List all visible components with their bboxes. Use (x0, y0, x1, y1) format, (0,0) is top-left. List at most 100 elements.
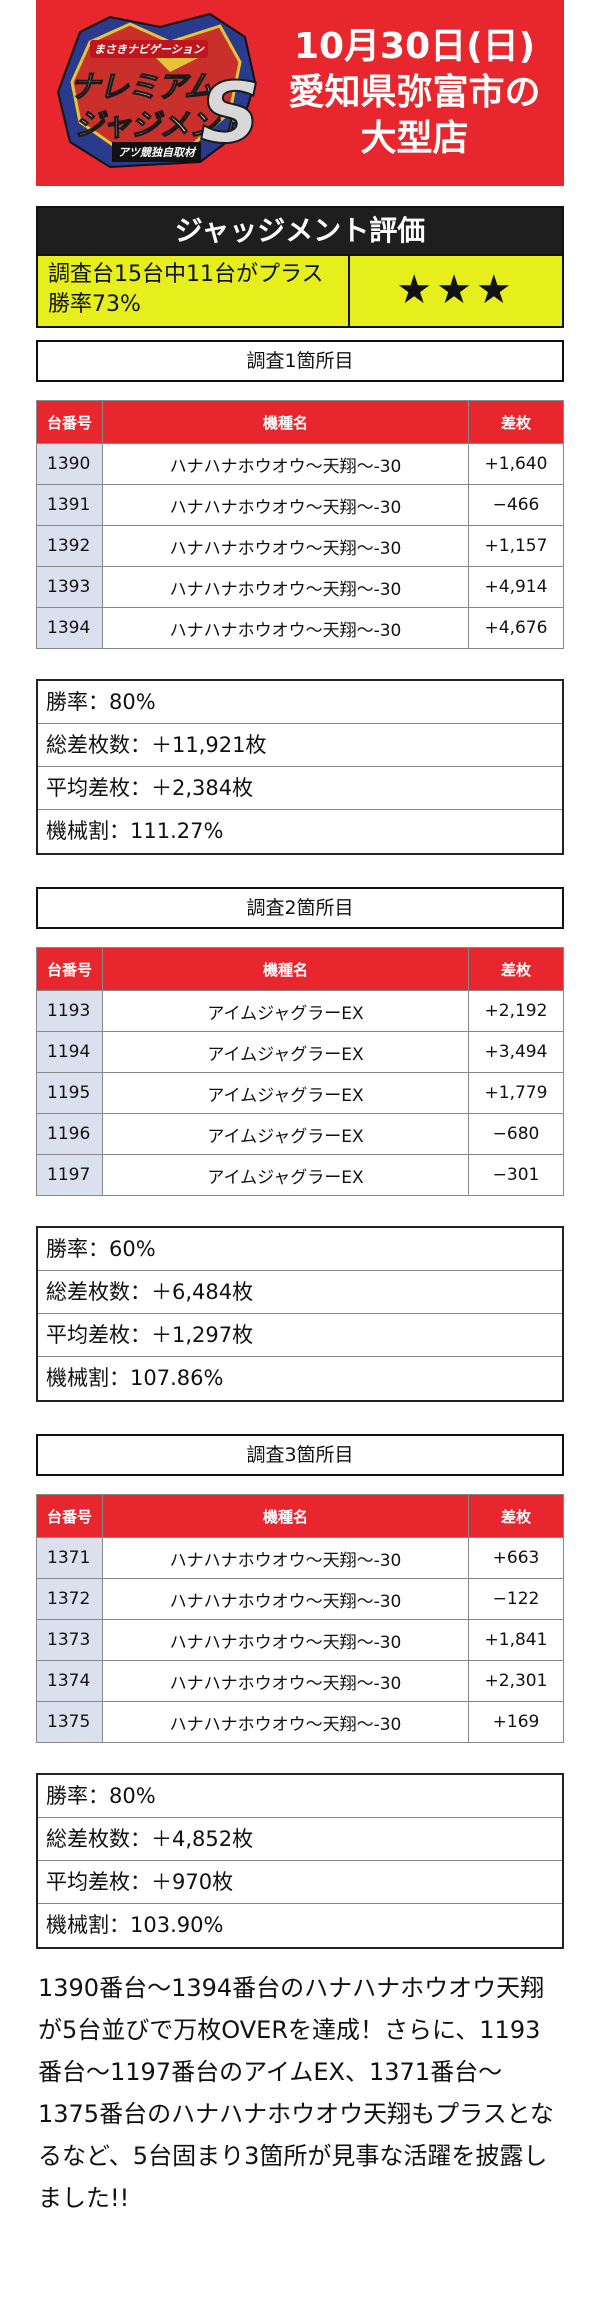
section-title: 調査3箇所目 (36, 1434, 564, 1476)
stat-total-diff: 総差枚数：＋11,921枚 (38, 724, 562, 767)
cell-diff: +1,841 (468, 1619, 564, 1661)
table-header-row: 台番号 機種名 差枚 (36, 400, 564, 444)
header-store: 大型店 (360, 118, 469, 159)
header-num: 台番号 (36, 1494, 103, 1538)
stat-avg-diff: 平均差枚：＋2,384枚 (38, 767, 562, 810)
stats-box: 勝率：80% 総差枚数：＋11,921枚 平均差枚：＋2,384枚 機械割：11… (36, 679, 564, 855)
cell-diff: −122 (468, 1578, 564, 1620)
cell-name: アイムジャグラーEX (102, 1072, 469, 1114)
cell-num: 1193 (36, 990, 103, 1032)
judgement-box: ジャッジメント評価 調査台15台中11台がプラス 勝率73% ★★★ (36, 206, 564, 328)
logo-text-line1: ナレミアム (69, 69, 214, 105)
judgement-title: ジャッジメント評価 (38, 208, 562, 254)
table-row: 1196 アイムジャグラーEX −680 (36, 1113, 564, 1155)
table-row: 1193 アイムジャグラーEX +2,192 (36, 990, 564, 1032)
data-table: 台番号 機種名 差枚 1193 アイムジャグラーEX +2,192 1194 アイムジ… (36, 947, 564, 1196)
header-num: 台番号 (36, 400, 103, 444)
cell-diff: +1,779 (468, 1072, 564, 1114)
table-row: 1393 ハナハナホウオウ〜天翔〜-30 +4,914 (36, 566, 564, 608)
cell-name: ハナハナホウオウ〜天翔〜-30 (102, 1578, 469, 1620)
header-banner: まさきナビゲーション ナレミアム ジャジメント S アツ競独自取材 10月30日… (36, 0, 564, 186)
stat-payout: 機械割：111.27% (46, 819, 224, 843)
header-diff: 差枚 (468, 1494, 564, 1538)
table-row: 1194 アイムジャグラーEX +3,494 (36, 1031, 564, 1073)
cell-diff: +1,640 (468, 443, 564, 485)
data-table: 台番号 機種名 差枚 1390 ハナハナホウオウ〜天翔〜-30 +1,640 139… (36, 400, 564, 649)
header-name: 機種名 (102, 400, 469, 444)
cell-diff: −680 (468, 1113, 564, 1155)
table-header-row: 台番号 機種名 差枚 (36, 1494, 564, 1538)
section-3: 調査3箇所目 台番号 機種名 差枚 1371 ハナハナホウオウ〜天翔〜-30 +66… (36, 1434, 564, 1949)
cell-num: 1375 (36, 1701, 103, 1743)
table-row: 1195 アイムジャグラーEX +1,779 (36, 1072, 564, 1114)
stat-total-diff: 総差枚数：＋6,484枚 (38, 1271, 562, 1314)
cell-num: 1194 (36, 1031, 103, 1073)
stat-win-rate: 勝率：80% (38, 1775, 562, 1818)
header-location: 愛知県弥富市の (288, 72, 541, 113)
cell-name: アイムジャグラーEX (102, 1113, 469, 1155)
cell-num: 1197 (36, 1154, 103, 1196)
cell-diff: +2,301 (468, 1660, 564, 1702)
table-row: 1373 ハナハナホウオウ〜天翔〜-30 +1,841 (36, 1619, 564, 1661)
stat-total-diff: 総差枚数：＋4,852枚 (38, 1818, 562, 1861)
cell-diff: +4,914 (468, 566, 564, 608)
cell-diff: +1,157 (468, 525, 564, 567)
table-row: 1374 ハナハナホウオウ〜天翔〜-30 +2,301 (36, 1660, 564, 1702)
cell-name: ハナハナホウオウ〜天翔〜-30 (102, 1660, 469, 1702)
cell-name: ハナハナホウオウ〜天翔〜-30 (102, 607, 469, 649)
section-title: 調査1箇所目 (36, 340, 564, 382)
table-row: 1394 ハナハナホウオウ〜天翔〜-30 +4,676 (36, 607, 564, 649)
stats-box: 勝率：60% 総差枚数：＋6,484枚 平均差枚：＋1,297枚 機械割：107… (36, 1226, 564, 1402)
cell-num: 1393 (36, 566, 103, 608)
cell-num: 1374 (36, 1660, 103, 1702)
data-table: 台番号 機種名 差枚 1371 ハナハナホウオウ〜天翔〜-30 +663 1372 ハ… (36, 1494, 564, 1743)
page: まさきナビゲーション ナレミアム ジャジメント S アツ競独自取材 10月30日… (36, 0, 564, 2212)
stat-payout: 機械割：107.86% (46, 1366, 224, 1390)
cell-name: アイムジャグラーEX (102, 990, 469, 1032)
cell-num: 1390 (36, 443, 103, 485)
cell-diff: −301 (468, 1154, 564, 1196)
cell-name: ハナハナホウオウ〜天翔〜-30 (102, 566, 469, 608)
table-row: 1390 ハナハナホウオウ〜天翔〜-30 +1,640 (36, 443, 564, 485)
logo-top-text: まさきナビゲーション (90, 40, 208, 58)
table-row: 1197 アイムジャグラーEX −301 (36, 1154, 564, 1196)
cell-num: 1371 (36, 1537, 103, 1579)
cell-num: 1373 (36, 1619, 103, 1661)
judgement-stars: ★★★ (350, 256, 562, 326)
cell-name: アイムジャグラーEX (102, 1031, 469, 1073)
stat-win-rate: 勝率：80% (38, 681, 562, 724)
judgement-desc-line1: 調査台15台中11台がプラス (48, 262, 324, 287)
table-row: 1391 ハナハナホウオウ〜天翔〜-30 −466 (36, 484, 564, 526)
cell-num: 1196 (36, 1113, 103, 1155)
header-diff: 差枚 (468, 400, 564, 444)
header-date: 10月30日(日) (293, 26, 536, 67)
stat-win-rate: 勝率：60% (38, 1228, 562, 1271)
section-2: 調査2箇所目 台番号 機種名 差枚 1193 アイムジャグラーEX +2,192 1… (36, 887, 564, 1402)
cell-name: ハナハナホウオウ〜天翔〜-30 (102, 443, 469, 485)
table-row: 1372 ハナハナホウオウ〜天翔〜-30 −122 (36, 1578, 564, 1620)
header-name: 機種名 (102, 947, 469, 991)
cell-name: ハナハナホウオウ〜天翔〜-30 (102, 525, 469, 567)
header-title: 10月30日(日) 愛知県弥富市の 大型店 (265, 24, 564, 162)
table-row: 1371 ハナハナホウオウ〜天翔〜-30 +663 (36, 1537, 564, 1579)
cell-diff: +3,494 (468, 1031, 564, 1073)
header-diff: 差枚 (468, 947, 564, 991)
cell-diff: +4,676 (468, 607, 564, 649)
cell-diff: −466 (468, 484, 564, 526)
stat-avg-diff: 平均差枚：＋1,297枚 (38, 1314, 562, 1357)
cell-diff: +169 (468, 1701, 564, 1743)
stats-box: 勝率：80% 総差枚数：＋4,852枚 平均差枚：＋970枚 機械割：103.9… (36, 1773, 564, 1949)
table-header-row: 台番号 機種名 差枚 (36, 947, 564, 991)
cell-num: 1392 (36, 525, 103, 567)
cell-num: 1394 (36, 607, 103, 649)
stat-avg-diff: 平均差枚：＋970枚 (38, 1861, 562, 1904)
section-1: 調査1箇所目 台番号 機種名 差枚 1390 ハナハナホウオウ〜天翔〜-30 +1,… (36, 340, 564, 855)
cell-diff: +2,192 (468, 990, 564, 1032)
judgement-desc-line2: 勝率73% (48, 292, 141, 317)
cell-name: ハナハナホウオウ〜天翔〜-30 (102, 1537, 469, 1579)
stat-payout: 機械割：103.90% (46, 1913, 224, 1937)
judgement-body: 調査台15台中11台がプラス 勝率73% ★★★ (38, 254, 562, 326)
summary-text: 1390番台〜1394番台のハナハナホウオウ天翔が5台並びで万枚OVERを達成！… (38, 1974, 554, 2212)
table-row: 1375 ハナハナホウオウ〜天翔〜-30 +169 (36, 1701, 564, 1743)
cell-num: 1391 (36, 484, 103, 526)
